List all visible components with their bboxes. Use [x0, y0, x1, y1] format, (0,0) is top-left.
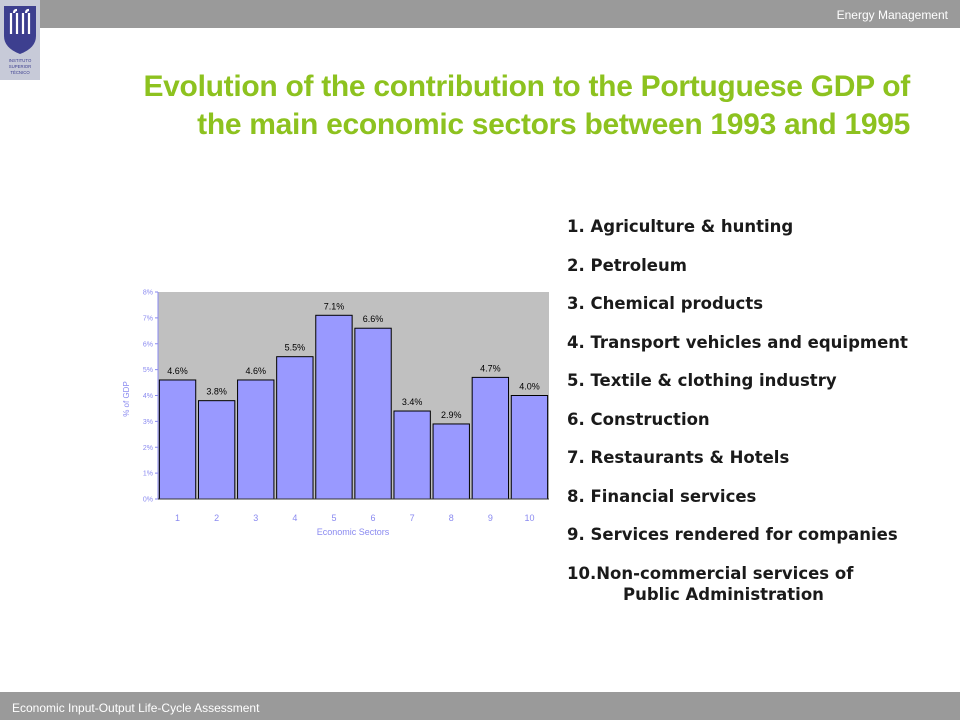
legend-item-label: 5. Textile & clothing industry	[567, 371, 837, 390]
data-label: 4.6%	[245, 366, 266, 376]
y-tick-label: 0%	[143, 497, 153, 504]
legend-item: 1. Agriculture & hunting	[567, 216, 957, 255]
legend-item: 6. Construction	[567, 409, 957, 448]
chart-svg: 0% 1% 2% 3% 4% 5% 6% 7% 8% 4.6% 3.8% 4.6% 5.5% 7.1% 6…	[122, 290, 549, 537]
legend-item: 10.Non-commercial services of Public Adm…	[567, 563, 957, 604]
data-label: 3.4%	[402, 397, 423, 407]
data-label: 6.6%	[363, 314, 384, 324]
data-label: 5.5%	[285, 343, 306, 353]
y-tick-label: 8%	[143, 290, 153, 297]
x-tick-label: 10	[524, 513, 534, 523]
legend-item: 2. Petroleum	[567, 255, 957, 294]
bar	[393, 410, 431, 500]
legend-item-label: 6. Construction	[567, 409, 710, 429]
bar	[354, 327, 392, 500]
legend-item-label: 9. Services rendered for companies	[567, 525, 898, 544]
legend-item-label: 1. Agriculture & hunting	[567, 217, 794, 236]
y-tick-label: 2%	[143, 445, 153, 452]
data-label: 4.0%	[519, 382, 540, 392]
x-axis-label: Economic Sectors	[317, 527, 390, 537]
legend-item: 3. Chemical products	[567, 293, 957, 332]
x-tick-label: 9	[488, 513, 493, 523]
x-tick-label: 3	[253, 513, 258, 523]
y-tick-label: 3%	[143, 419, 153, 426]
x-tick-label: 1	[175, 513, 180, 523]
bar	[276, 356, 314, 500]
footer-bar: Economic Input-Output Life-Cycle Assessm…	[0, 692, 960, 720]
header-text: Energy Management	[836, 8, 948, 22]
data-label: 3.8%	[206, 387, 227, 397]
logo-text-line-3: TÉCNICO	[10, 70, 30, 75]
legend-item: 5. Textile & clothing industry	[567, 370, 957, 409]
legend-item-label: 3. Chemical products	[567, 294, 764, 313]
y-tick-label: 7%	[143, 315, 153, 322]
legend-item: 9. Services rendered for companies	[567, 524, 957, 563]
bar	[510, 395, 549, 500]
data-label: 4.6%	[167, 366, 188, 376]
slide-title: Evolution of the contribution to the Por…	[143, 70, 910, 141]
legend-item-label: 2. Petroleum	[567, 255, 687, 275]
header-bar: Energy Management	[0, 0, 960, 28]
data-label: 7.1%	[324, 301, 345, 311]
bar	[197, 400, 236, 500]
legend-item-label: 8. Financial services	[567, 486, 757, 506]
y-tick-label: 1%	[143, 471, 153, 478]
x-tick-label: 6	[371, 513, 376, 523]
legend-item: 4. Transport vehicles and equipment	[567, 332, 957, 371]
legend-item: 8. Financial services	[567, 486, 957, 525]
x-tick-label: 7	[410, 513, 415, 523]
footer-text: Economic Input-Output Life-Cycle Assessm…	[12, 701, 260, 715]
y-axis-label: % of GDP	[122, 381, 131, 417]
logo-text-line-2: SUPERIOR	[9, 64, 31, 69]
bar	[315, 314, 353, 500]
data-label: 2.9%	[441, 410, 462, 420]
x-tick-label: 5	[331, 513, 336, 523]
logo-text-line-1: INSTITUTO	[9, 58, 32, 63]
y-tick-label: 5%	[143, 367, 153, 374]
sector-legend: 1. Agriculture & hunting 2. Petroleum 3.…	[567, 216, 957, 604]
y-tick-label: 4%	[143, 393, 153, 400]
x-tick-label: 8	[449, 513, 454, 523]
legend-item-label: 7. Restaurants & Hotels	[567, 448, 790, 467]
y-tick-label: 6%	[143, 341, 153, 348]
bar	[432, 423, 470, 500]
x-tick-label: 4	[292, 513, 297, 523]
legend-item-label-continuation: Public Administration	[623, 584, 824, 604]
x-tick-label: 2	[214, 513, 219, 523]
legend-item: 7. Restaurants & Hotels	[567, 447, 957, 486]
institution-logo: INSTITUTO SUPERIOR TÉCNICO	[0, 0, 40, 80]
bar	[471, 376, 510, 500]
gdp-bar-chart: 0% 1% 2% 3% 4% 5% 6% 7% 8% 4.6% 3.8% 4.6% 5.5% 7.1% 6…	[110, 285, 550, 545]
data-label: 4.7%	[480, 363, 501, 373]
legend-item-label: 4. Transport vehicles and equipment	[567, 332, 908, 352]
legend-item-label: 10.Non-commercial services of	[567, 563, 854, 583]
bar	[237, 379, 275, 500]
bar	[158, 379, 197, 500]
